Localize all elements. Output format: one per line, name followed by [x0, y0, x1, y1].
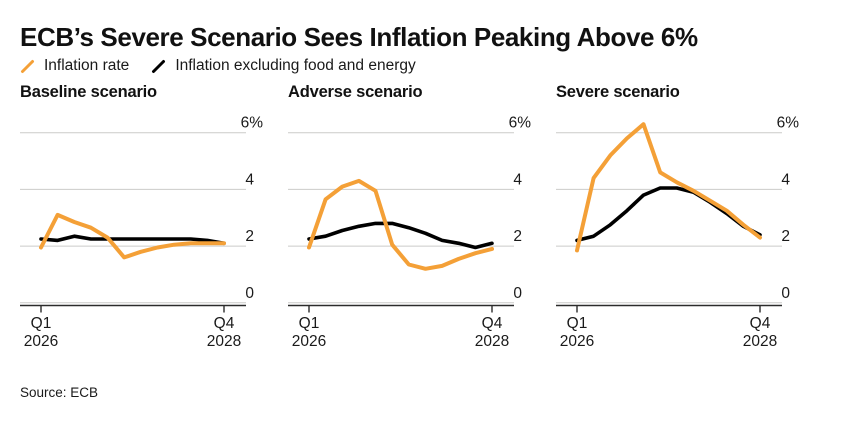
y-axis-label: 6% — [241, 115, 264, 132]
panel-title-severe: Severe scenario — [556, 83, 680, 101]
severe-chart-panel: Severe scenario 0 2 4 6% Q1 2026 Q4 2028 — [556, 84, 808, 360]
x-tick-quarter-label: Q1 — [299, 315, 320, 332]
x-tick-year-label: 2028 — [475, 333, 509, 350]
adverse-chart-panel: Adverse scenario 0 2 4 6% Q1 2026 Q4 2028 — [288, 84, 540, 360]
inflation-rate-line — [575, 122, 762, 253]
x-tick-quarter-label: Q1 — [567, 315, 588, 332]
inflation-rate-slash-icon — [21, 59, 34, 73]
x-tick-year-label: 2026 — [560, 333, 594, 350]
y-axis-label: 6% — [509, 115, 532, 132]
x-tick-quarter-label: Q1 — [31, 315, 52, 332]
core-inflation-slash-icon — [152, 59, 166, 73]
y-axis-label: 2 — [781, 228, 790, 245]
x-tick-year-label: 2026 — [292, 333, 326, 350]
y-axis-label: 0 — [513, 285, 522, 302]
slash-glyph — [21, 59, 34, 73]
y-axis-label: 4 — [513, 171, 522, 188]
x-tick-quarter-label: Q4 — [482, 315, 503, 332]
baseline-chart-panel: Baseline scenario 0 2 4 6% Q1 2026 Q4 2028 — [20, 84, 272, 360]
x-tick-year-label: 2028 — [743, 333, 777, 350]
x-tick-year-label: 2026 — [24, 333, 58, 350]
y-axis-label: 0 — [781, 285, 790, 302]
y-axis-label: 6% — [777, 115, 800, 132]
y-axis-label: 0 — [245, 285, 254, 302]
slash-glyph — [152, 59, 166, 73]
panel-title-adverse: Adverse scenario — [288, 83, 423, 101]
y-axis-label: 4 — [781, 171, 790, 188]
y-axis-label: 2 — [513, 228, 522, 245]
legend-label: Inflation rate — [44, 57, 130, 74]
source-note: Source: ECB — [20, 385, 99, 400]
core-inflation-line — [307, 221, 494, 250]
y-axis-label: 4 — [245, 171, 254, 188]
x-tick-quarter-label: Q4 — [750, 315, 771, 332]
panel-title-baseline: Baseline scenario — [20, 83, 157, 101]
page-title: ECB’s Severe Scenario Sees Inflation Pea… — [20, 22, 698, 52]
legend-item-core-inflation: Inflation excluding food and energy — [151, 57, 416, 75]
y-axis-label: 2 — [245, 228, 254, 245]
core-inflation-line — [39, 234, 226, 246]
legend-item-inflation-rate: Inflation rate — [20, 57, 129, 75]
inflation-rate-line — [39, 212, 226, 260]
x-tick-quarter-label: Q4 — [214, 315, 235, 332]
legend-label: Inflation excluding food and energy — [175, 57, 416, 74]
inflation-rate-line — [307, 178, 494, 271]
legend: Inflation rate Inflation excluding food … — [20, 57, 416, 75]
x-tick-year-label: 2028 — [207, 333, 241, 350]
